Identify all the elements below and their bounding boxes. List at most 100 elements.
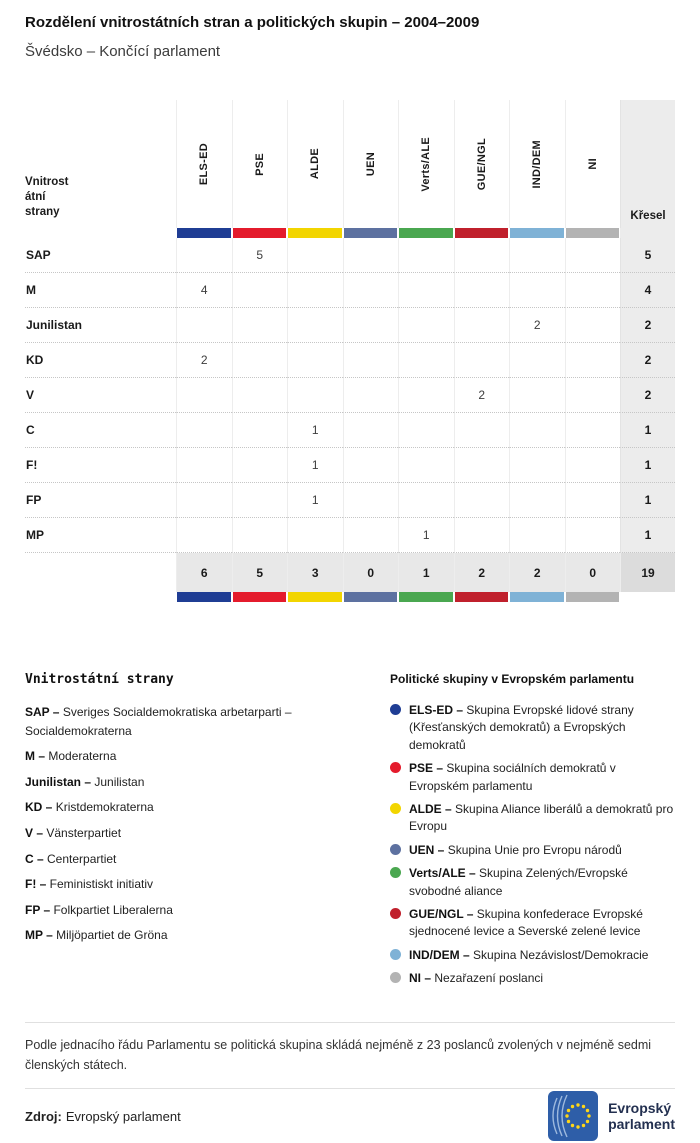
- bottom-color-bar-uen: [342, 592, 398, 602]
- separator-dash: –: [463, 906, 477, 921]
- party-abbr: SAP: [25, 705, 50, 719]
- value-cell: [342, 413, 398, 448]
- value-cell: [453, 413, 509, 448]
- column-header-pse: PSE: [231, 100, 288, 228]
- corner-header-line: átní: [25, 191, 46, 203]
- party-full-name: Vänsterpartiet: [46, 825, 122, 840]
- party-full-name: Kristdemokraterna: [55, 800, 154, 815]
- color-bar: [454, 228, 508, 238]
- group-abbr: UEN: [409, 842, 435, 857]
- party-full-name: Feministiskt initiativ: [49, 877, 154, 892]
- group-color-dot: [390, 907, 401, 919]
- value-cell: [509, 273, 565, 308]
- value-cell: [342, 273, 398, 308]
- color-bar: [343, 228, 397, 238]
- page-subtitle: Švédsko – Končící parlament: [25, 43, 221, 60]
- column-header-uen: UEN: [342, 100, 399, 228]
- party-name: C: [25, 413, 176, 448]
- column-header-label: ALDE: [309, 148, 322, 180]
- group-color-bar-verts-ale: [398, 228, 454, 238]
- party-name: V: [25, 378, 176, 413]
- group-color-dot: [390, 867, 401, 879]
- value-cell: 2: [509, 308, 565, 343]
- value-cell: [509, 343, 565, 378]
- value-cell: [564, 518, 620, 553]
- color-bar: [454, 592, 508, 602]
- seats-value: 1: [620, 448, 675, 483]
- group-legend-text: ELS-ED – Skupina Evropské lidové strany …: [409, 702, 675, 754]
- legend-groups-list: ELS-ED – Skupina Evropské lidové strany …: [390, 702, 675, 987]
- source-value: Evropský parlament: [65, 1108, 181, 1124]
- value-cell: 4: [176, 273, 232, 308]
- value-cell: [453, 273, 509, 308]
- color-bar: [565, 228, 619, 238]
- group-color-dot: [390, 762, 401, 774]
- european-parliament-logo: Evropský parlament: [548, 1091, 675, 1141]
- value-cell: [176, 518, 232, 553]
- party-name: F!: [25, 448, 176, 483]
- group-abbr: NI: [409, 971, 421, 986]
- group-description: Skupina konfederace Evropské sjednocené …: [409, 906, 643, 939]
- column-header-label: IND/DEM: [531, 139, 544, 189]
- legend-national-parties: Vnitrostátní strany SAP – Sveriges Socia…: [25, 672, 365, 993]
- separator-dash: –: [49, 705, 63, 719]
- color-bar: [399, 592, 453, 602]
- group-legend-item-alde: ALDE – Skupina Aliance liberálů a demokr…: [390, 801, 675, 836]
- separator-dash: –: [465, 866, 480, 881]
- legend-parties-list: SAP – Sveriges Socialdemokratiska arbeta…: [25, 703, 365, 945]
- value-cell: [287, 343, 343, 378]
- value-cell: [453, 238, 509, 273]
- value-cell: [176, 308, 232, 343]
- group-legend-item-ni: NI – Nezařazení poslanci: [390, 970, 675, 987]
- separator-dash: –: [33, 825, 47, 840]
- value-cell: [176, 413, 232, 448]
- color-bar: [232, 228, 286, 238]
- group-legend-item-gue-ngl: GUE/NGL – Skupina konfederace Evropské s…: [390, 906, 675, 941]
- party-name: Junilistan: [25, 308, 176, 343]
- color-bar: [510, 228, 564, 238]
- value-cell: [509, 413, 565, 448]
- bottom-color-bar-alde: [287, 592, 343, 602]
- value-cell: 1: [287, 413, 343, 448]
- group-abbr: Verts/ALE: [409, 866, 466, 881]
- group-description: Skupina sociálních demokratů v Evropském…: [409, 761, 616, 793]
- value-cell: [342, 308, 398, 343]
- party-full-name: Moderaterna: [48, 749, 117, 764]
- group-color-bar-ni: [564, 228, 620, 238]
- value-cell: [231, 483, 287, 518]
- value-cell: 2: [176, 343, 232, 378]
- separator-dash: –: [433, 761, 447, 776]
- value-cell: [564, 448, 620, 483]
- party-legend-item-fp: FP – Folkpartiet Liberalerna: [25, 901, 365, 920]
- value-cell: [176, 483, 232, 518]
- group-color-dot: [390, 704, 401, 715]
- value-cell: 1: [287, 483, 343, 518]
- group-color-bar-alde: [287, 228, 343, 238]
- group-legend-text: GUE/NGL – Skupina konfederace Evropské s…: [409, 906, 675, 941]
- party-abbr: C: [25, 851, 34, 866]
- separator-dash: –: [434, 842, 448, 857]
- column-header-verts-ale: Verts/ALE: [398, 100, 454, 228]
- column-header-label: UEN: [364, 151, 377, 177]
- value-cell: [342, 518, 398, 553]
- bottom-color-bar-gue-ngl: [453, 592, 509, 602]
- source-text: Zdroj: Evropský parlament: [25, 1109, 181, 1124]
- party-legend-item-v: V – Vänsterpartiet: [25, 824, 365, 843]
- ep-logo-icon: [548, 1091, 599, 1141]
- corner-header-line: strany: [25, 206, 60, 218]
- color-bar: [288, 228, 342, 238]
- value-cell: [176, 378, 232, 413]
- logo-wordmark: Evropský parlament: [608, 1100, 675, 1132]
- color-bar: [343, 592, 397, 602]
- group-legend-item-uen: UEN – Skupina Unie pro Evropu národů: [390, 842, 675, 859]
- group-legend-item-ind-dem: IND/DEM – Skupina Nezávislost/Demokracie: [390, 947, 675, 964]
- total-value: 2: [509, 553, 565, 592]
- color-bar: [399, 228, 453, 238]
- logo-line1: Evropský: [608, 1099, 672, 1116]
- value-cell: [398, 273, 454, 308]
- legend-section: Vnitrostátní strany SAP – Sveriges Socia…: [25, 672, 675, 993]
- group-color-bar-els-ed: [176, 228, 232, 238]
- procedural-note: Podle jednacího řádu Parlamentu se polit…: [25, 1022, 675, 1089]
- source-label: Zdroj:: [25, 1108, 62, 1124]
- group-legend-text: Verts/ALE – Skupina Zelených/Evropské sv…: [409, 865, 675, 900]
